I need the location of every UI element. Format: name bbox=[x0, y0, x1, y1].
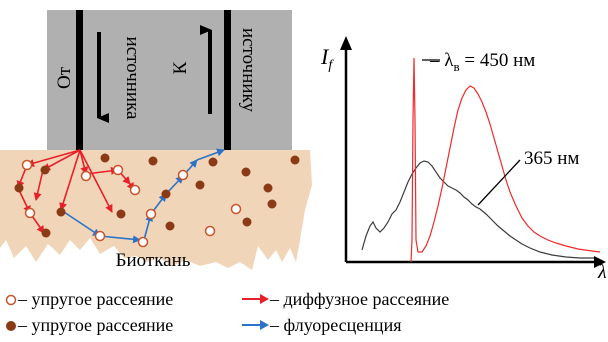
detector-fiber bbox=[224, 10, 231, 150]
x-axis-label: λ bbox=[597, 261, 607, 283]
legend-row-2: – упругое рассеяние – флуоресценция bbox=[4, 314, 401, 336]
source-fiber bbox=[76, 10, 83, 150]
probe-body bbox=[47, 10, 292, 150]
legend-elastic-filled: – упругое рассеяние bbox=[18, 314, 174, 335]
blue-arrow-icon bbox=[240, 314, 270, 336]
legend-diffuse: – диффузное рассеяние bbox=[270, 288, 450, 309]
open-particles bbox=[21, 159, 242, 248]
legend-elastic-open: – упругое рассеяние bbox=[18, 288, 174, 309]
spectrum-450nm-curve bbox=[410, 57, 601, 263]
filled-circle-icon bbox=[4, 314, 18, 336]
tissue-label: Биоткань bbox=[116, 250, 191, 271]
y-axis-label: If bbox=[320, 44, 334, 73]
365-leader bbox=[477, 159, 521, 206]
open-circle-icon bbox=[4, 288, 18, 310]
to-label: К bbox=[170, 61, 191, 74]
from-label: От bbox=[54, 66, 75, 89]
from-source-label: источника bbox=[122, 37, 143, 120]
to-detector-label: источнику bbox=[238, 28, 259, 113]
red-arrow-icon bbox=[240, 288, 270, 310]
legend-fluorescence: – флуоресценция bbox=[270, 314, 402, 335]
excitation-annotation: – λв = 450 нм bbox=[429, 50, 535, 74]
filled-particles bbox=[14, 153, 300, 238]
tissue-region bbox=[0, 150, 312, 270]
x-axis-arrowhead bbox=[594, 256, 606, 268]
y-axis-arrowhead bbox=[340, 36, 352, 50]
spectrum-plot: If λ – λв = 450 нм 365 нм bbox=[320, 36, 607, 283]
legend-row-1: – упругое рассеяние – диффузное рассеяни… bbox=[4, 288, 449, 310]
spectrum-365nm-curve bbox=[361, 160, 594, 259]
365-annotation: 365 нм bbox=[524, 148, 579, 169]
